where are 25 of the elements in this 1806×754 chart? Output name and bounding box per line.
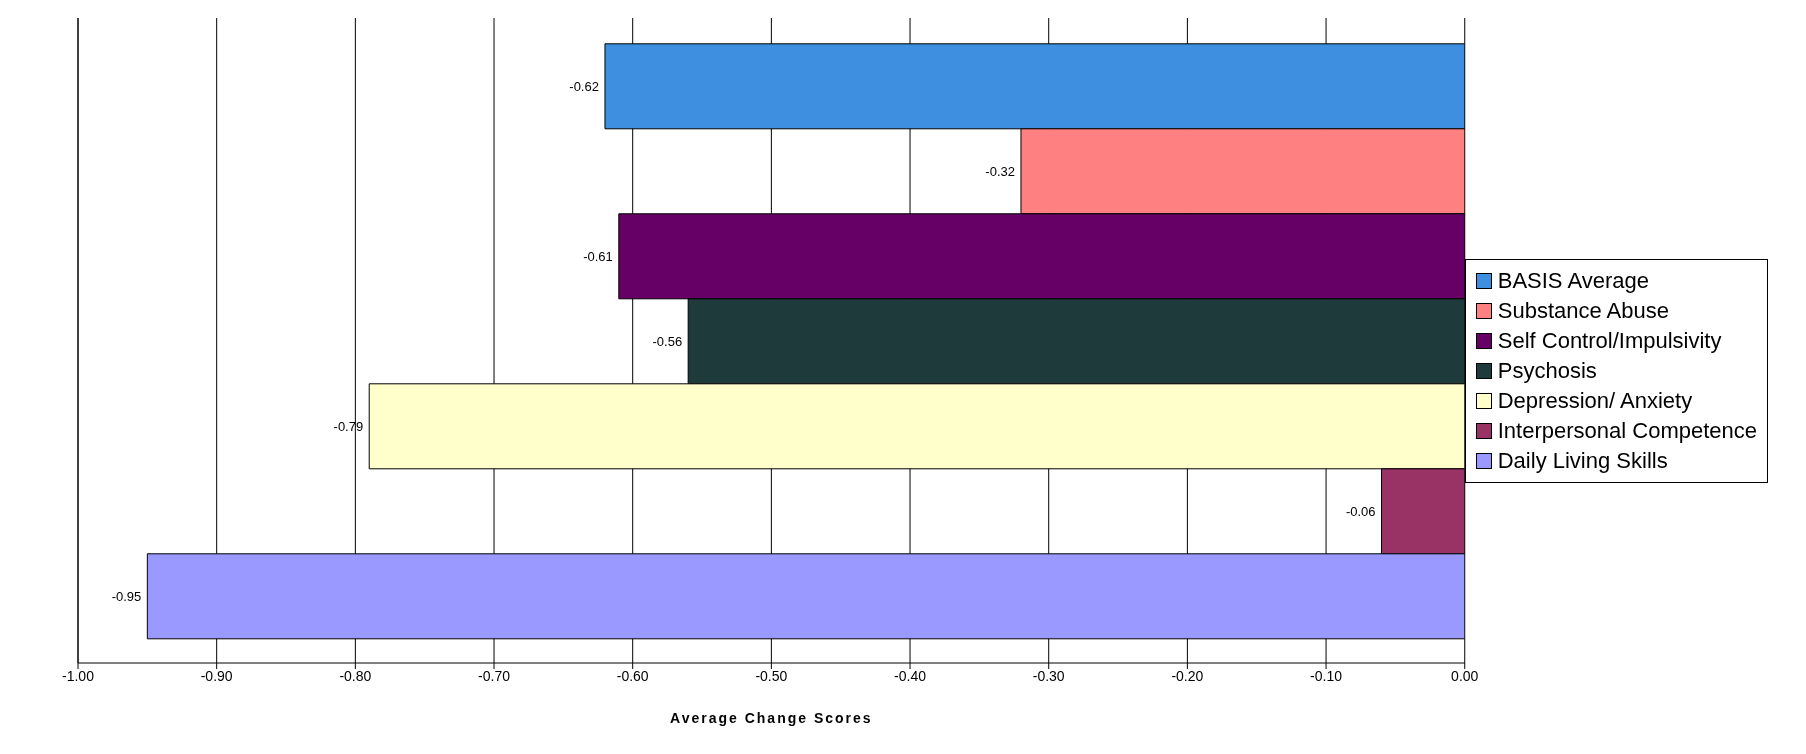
legend-label: Substance Abuse: [1497, 296, 1669, 325]
data-label: -0.06: [1345, 504, 1376, 520]
legend-label: Interpersonal Competence: [1497, 416, 1757, 445]
data-label: -0.62: [569, 79, 599, 95]
x-tick-label: -0.60: [616, 667, 649, 684]
legend-label: Psychosis: [1497, 356, 1597, 385]
x-tick-label: -0.30: [1032, 667, 1065, 684]
x-tick-label: -0.80: [339, 667, 372, 684]
legend-label: Depression/ Anxiety: [1497, 386, 1693, 415]
legend-label: Self Control/Impulsivity: [1497, 326, 1722, 355]
x-axis-title: Average Change Scores: [670, 709, 873, 726]
data-label: -0.32: [985, 164, 1015, 180]
x-tick-label: -0.90: [200, 667, 233, 684]
x-tick-label: -0.70: [478, 667, 511, 684]
x-tick-label: -0.50: [755, 667, 788, 684]
data-label: -0.95: [111, 589, 142, 605]
data-label: -0.56: [652, 334, 683, 350]
legend-label: Daily Living Skills: [1497, 446, 1668, 475]
x-tick-label: -0.40: [894, 667, 927, 684]
data-label: -0.61: [583, 249, 613, 265]
legend-label: BASIS Average: [1497, 266, 1649, 295]
x-tick-label: 0.00: [1451, 667, 1479, 684]
x-tick-label: -0.10: [1310, 667, 1343, 684]
x-tick-label: -1.00: [62, 667, 95, 684]
x-tick-label: -0.20: [1171, 667, 1204, 684]
